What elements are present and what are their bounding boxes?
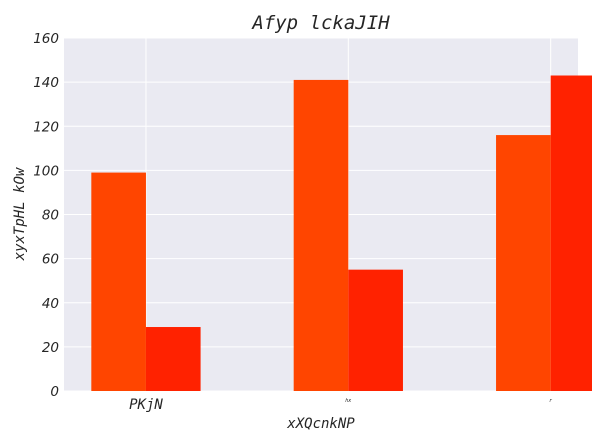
y-axis-label: xyxTpHL kOw: [12, 167, 28, 261]
bar: [145, 327, 201, 391]
bar: [550, 75, 592, 391]
x-tick-label: PKjN: [129, 397, 163, 413]
bars: [91, 75, 592, 391]
y-tick-label: 100: [33, 163, 59, 179]
y-tick-label: 60: [42, 252, 59, 268]
bar: [348, 269, 403, 391]
bar: [293, 79, 349, 391]
y-tick-label: 40: [42, 296, 59, 312]
y-tick-label: 20: [42, 340, 59, 356]
x-axis-label: xXQcnkNP: [286, 416, 355, 432]
bar: [496, 135, 551, 391]
x-tick-label: r: [549, 398, 552, 404]
y-tick-labels: 0 20 40 60 80 100 120 140 160: [33, 31, 59, 400]
y-tick-label: 120: [33, 119, 59, 135]
chart-title: Afyp lckaJIH: [251, 12, 390, 34]
y-tick-label: 0: [50, 384, 59, 400]
x-tick-labels: PKjN hx r: [129, 397, 552, 413]
y-tick-label: 160: [33, 31, 59, 47]
y-tick-label: 80: [42, 208, 59, 224]
y-tick-label: 140: [33, 75, 59, 91]
bar: [91, 172, 146, 391]
x-tick-label: hx: [345, 398, 351, 404]
